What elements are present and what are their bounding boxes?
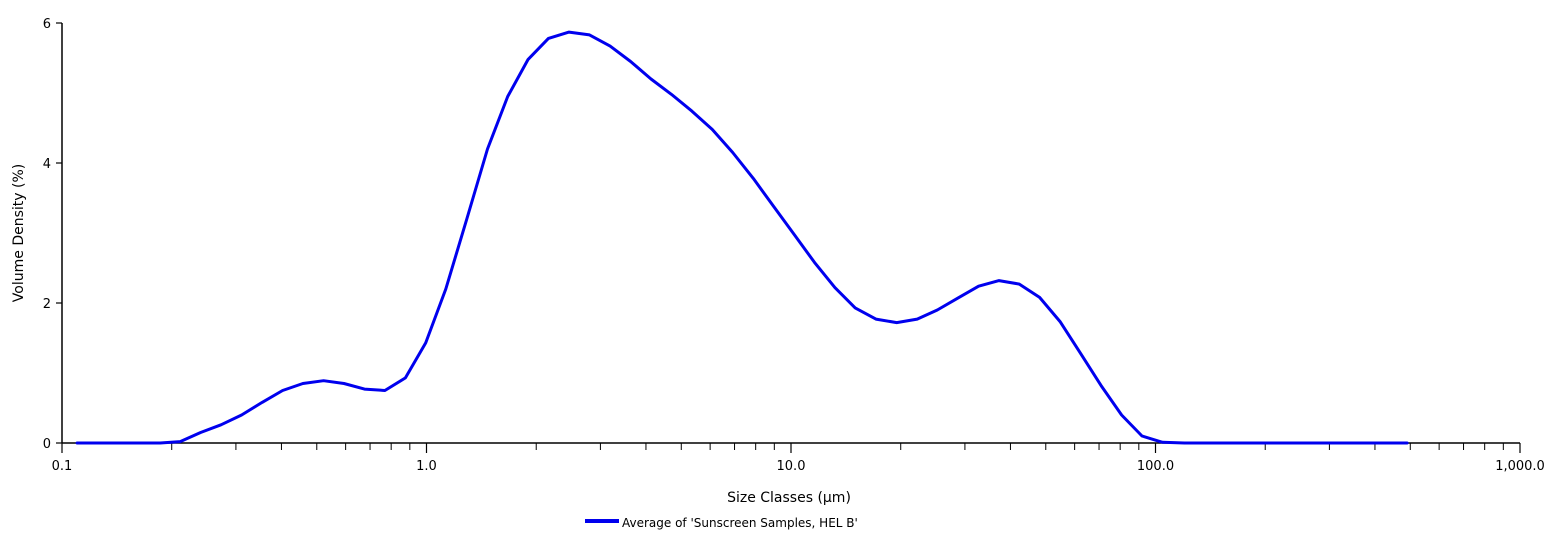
x-tick-label: 1.0	[416, 459, 437, 474]
x-tick-label: 0.1	[52, 459, 73, 474]
legend-swatch	[585, 519, 619, 523]
series-line	[75, 30, 1409, 445]
series-layer	[75, 30, 1409, 445]
legend-label: Average of 'Sunscreen Samples, HEL B'	[622, 516, 858, 530]
y-tick-label: 6	[43, 17, 51, 32]
x-tick-label: 100.0	[1137, 459, 1174, 474]
x-axis-title: Size Classes (µm)	[727, 490, 851, 506]
axes: 0 2 4 6 0.1 1.0 10.0 100.0 1,000.0	[43, 17, 1545, 474]
y-tick-label: 0	[43, 437, 51, 452]
x-tick-label: 1,000.0	[1495, 459, 1545, 474]
y-axis-title: Volume Density (%)	[11, 164, 27, 302]
legend: Average of 'Sunscreen Samples, HEL B'	[585, 516, 858, 530]
x-tick-label: 10.0	[777, 459, 806, 474]
y-tick-label: 2	[43, 297, 51, 312]
y-tick-label: 4	[43, 157, 51, 172]
